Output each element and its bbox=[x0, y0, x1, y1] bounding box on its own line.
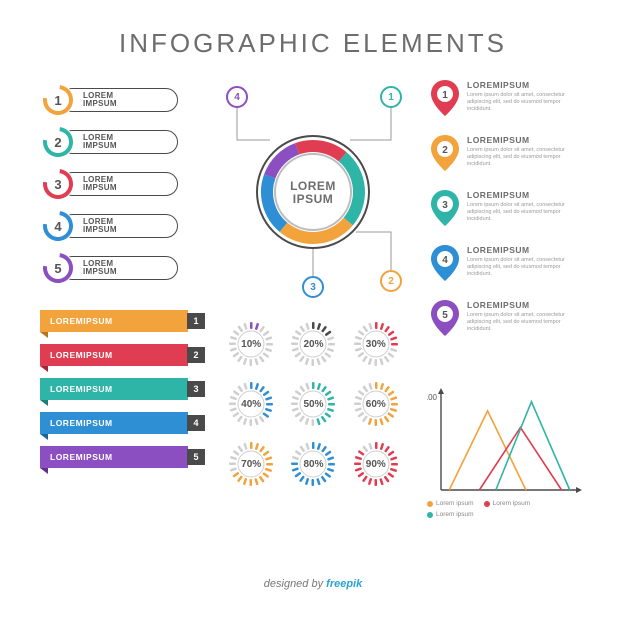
tag-number-circle: 5 bbox=[42, 252, 74, 284]
percent-dial: 30% bbox=[352, 320, 400, 368]
pin-title: LOREMIPSUM bbox=[467, 135, 586, 145]
tag-label: LOREMIMPSUM bbox=[60, 88, 178, 112]
legend-item: Lorem ipsum bbox=[427, 500, 474, 507]
dial-label: 90% bbox=[352, 440, 400, 488]
tag-label: LOREMIMPSUM bbox=[60, 130, 178, 154]
pin-item: 2 LOREMIPSUM Lorem ipsum dolor sit amet,… bbox=[431, 135, 586, 176]
svg-text:1: 1 bbox=[442, 90, 448, 101]
ribbons-column: LOREMIPSUM 1 LOREMIPSUM 2 LOREMIPSUM 3 L… bbox=[40, 310, 205, 480]
chart-legend: Lorem ipsum Lorem ipsum Lorem ipsum bbox=[427, 500, 582, 518]
ribbon-banner: LOREMIPSUM 5 bbox=[40, 446, 205, 472]
ribbon-label: LOREMIPSUM bbox=[40, 412, 188, 434]
radial-node: 2 bbox=[380, 270, 402, 292]
legend-item: Lorem ipsum bbox=[427, 511, 474, 518]
radial-node: 1 bbox=[380, 86, 402, 108]
dial-label: 40% bbox=[227, 380, 275, 428]
pin-title: LOREMIPSUM bbox=[467, 300, 586, 310]
percent-dial: 90% bbox=[352, 440, 400, 488]
dial-label: 30% bbox=[352, 320, 400, 368]
pin-body: Lorem ipsum dolor sit amet, consectetur … bbox=[467, 257, 586, 278]
pin-item: 3 LOREMIPSUM Lorem ipsum dolor sit amet,… bbox=[431, 190, 586, 231]
percent-dial: 70% bbox=[227, 440, 275, 488]
tag-number-circle: 3 bbox=[42, 168, 74, 200]
ribbon-label: LOREMIPSUM bbox=[40, 310, 188, 332]
numbered-tag: LOREMIMPSUM 2 bbox=[42, 126, 192, 158]
dial-label: 60% bbox=[352, 380, 400, 428]
ribbon-label: LOREMIPSUM bbox=[40, 446, 188, 468]
dial-label: 10% bbox=[227, 320, 275, 368]
percent-dial: 60% bbox=[352, 380, 400, 428]
radial-center-label: LOREMIPSUM bbox=[290, 180, 336, 206]
page-title: INFOGRAPHIC ELEMENTS bbox=[0, 0, 626, 59]
dial-label: 20% bbox=[289, 320, 337, 368]
legend-item: Lorem ipsum bbox=[484, 500, 531, 507]
pin-body: Lorem ipsum dolor sit amet, consectetur … bbox=[467, 92, 586, 113]
percent-dial: 80% bbox=[289, 440, 337, 488]
svg-text:4: 4 bbox=[442, 255, 448, 266]
triangle-chart: 100 bbox=[427, 388, 582, 508]
ribbon-number: 4 bbox=[187, 415, 205, 431]
numbered-tag: LOREMIMPSUM 1 bbox=[42, 84, 192, 116]
footer-credit: designed by freepik bbox=[0, 578, 626, 590]
svg-text:100: 100 bbox=[427, 393, 438, 402]
dials-grid: 10% 20% 30% 40% 50% 60% 70% 80% 90% bbox=[226, 320, 401, 488]
numbered-tag: LOREMIMPSUM 3 bbox=[42, 168, 192, 200]
svg-text:2: 2 bbox=[442, 145, 448, 156]
pins-column: 1 LOREMIPSUM Lorem ipsum dolor sit amet,… bbox=[431, 80, 586, 355]
map-pin-icon: 3 bbox=[431, 190, 461, 231]
pin-item: 1 LOREMIPSUM Lorem ipsum dolor sit amet,… bbox=[431, 80, 586, 121]
pin-title: LOREMIPSUM bbox=[467, 80, 586, 90]
ribbon-number: 1 bbox=[187, 313, 205, 329]
ribbon-label: LOREMIPSUM bbox=[40, 378, 188, 400]
map-pin-icon: 1 bbox=[431, 80, 461, 121]
ribbon-number: 2 bbox=[187, 347, 205, 363]
ribbon-banner: LOREMIPSUM 3 bbox=[40, 378, 205, 404]
ribbon-banner: LOREMIPSUM 2 bbox=[40, 344, 205, 370]
ribbon-number: 5 bbox=[187, 449, 205, 465]
pin-item: 5 LOREMIPSUM Lorem ipsum dolor sit amet,… bbox=[431, 300, 586, 341]
pin-body: Lorem ipsum dolor sit amet, consectetur … bbox=[467, 202, 586, 223]
tag-label: LOREMIMPSUM bbox=[60, 214, 178, 238]
pin-body: Lorem ipsum dolor sit amet, consectetur … bbox=[467, 147, 586, 168]
ribbon-label: LOREMIPSUM bbox=[40, 344, 188, 366]
tag-number-circle: 1 bbox=[42, 84, 74, 116]
radial-diagram: LOREMIPSUM1234 bbox=[218, 82, 408, 292]
numbered-tags-column: LOREMIMPSUM 1 LOREMIMPSUM 2 LOREMIMPSUM … bbox=[42, 84, 192, 294]
pin-title: LOREMIPSUM bbox=[467, 245, 586, 255]
radial-node: 4 bbox=[226, 86, 248, 108]
map-pin-icon: 4 bbox=[431, 245, 461, 286]
dial-label: 70% bbox=[227, 440, 275, 488]
pin-title: LOREMIPSUM bbox=[467, 190, 586, 200]
svg-text:3: 3 bbox=[442, 200, 448, 211]
numbered-tag: LOREMIMPSUM 5 bbox=[42, 252, 192, 284]
tag-number-circle: 4 bbox=[42, 210, 74, 242]
percent-dial: 10% bbox=[227, 320, 275, 368]
ribbon-number: 3 bbox=[187, 381, 205, 397]
ribbon-banner: LOREMIPSUM 1 bbox=[40, 310, 205, 336]
pin-body: Lorem ipsum dolor sit amet, consectetur … bbox=[467, 312, 586, 333]
footer-pre: designed by bbox=[264, 578, 326, 590]
svg-text:5: 5 bbox=[442, 310, 448, 321]
tag-label: LOREMIMPSUM bbox=[60, 256, 178, 280]
map-pin-icon: 5 bbox=[431, 300, 461, 341]
pin-item: 4 LOREMIPSUM Lorem ipsum dolor sit amet,… bbox=[431, 245, 586, 286]
map-pin-icon: 2 bbox=[431, 135, 461, 176]
dial-label: 80% bbox=[289, 440, 337, 488]
tag-number-circle: 2 bbox=[42, 126, 74, 158]
footer-brand: freepik bbox=[326, 578, 362, 590]
ribbon-banner: LOREMIPSUM 4 bbox=[40, 412, 205, 438]
percent-dial: 40% bbox=[227, 380, 275, 428]
percent-dial: 20% bbox=[289, 320, 337, 368]
tag-label: LOREMIMPSUM bbox=[60, 172, 178, 196]
percent-dial: 50% bbox=[289, 380, 337, 428]
radial-node: 3 bbox=[302, 276, 324, 298]
dial-label: 50% bbox=[289, 380, 337, 428]
numbered-tag: LOREMIMPSUM 4 bbox=[42, 210, 192, 242]
